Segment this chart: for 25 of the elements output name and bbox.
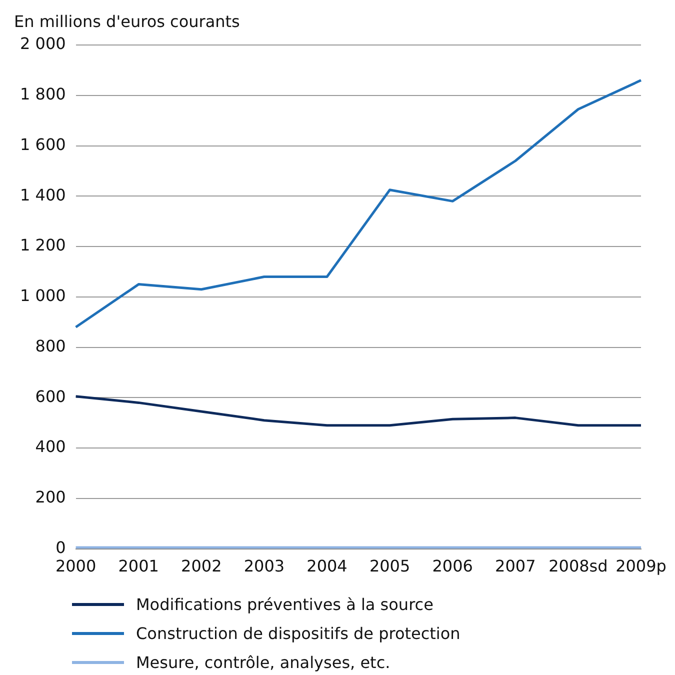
x-tick-label: 2002 — [181, 556, 222, 576]
x-tick-label: 2006 — [432, 556, 473, 576]
y-tick-label: 200 — [35, 488, 66, 507]
legend-label: Modifications préventives à la source — [136, 595, 434, 614]
x-tick-label: 2003 — [244, 556, 285, 576]
y-tick-label: 1 000 — [20, 286, 66, 306]
x-tick-label: 2007 — [495, 556, 536, 576]
y-axis-title: En millions d'euros courants — [14, 12, 240, 31]
y-tick-label: 2 000 — [20, 34, 66, 54]
x-tick-label: 2005 — [369, 556, 410, 576]
y-tick-label: 800 — [35, 336, 66, 356]
x-tick-label: 2004 — [306, 556, 348, 576]
x-tick-label: 2000 — [55, 556, 96, 576]
y-tick-label: 1 800 — [20, 84, 66, 104]
legend-label: Mesure, contrôle, analyses, etc. — [136, 653, 390, 672]
y-tick-label: 400 — [35, 437, 66, 456]
y-tick-label: 1 600 — [20, 134, 66, 154]
y-tick-label: 1 200 — [20, 236, 66, 255]
y-tick-label: 600 — [35, 386, 66, 406]
y-tick-label: 0 — [56, 538, 66, 557]
y-tick-label: 1 400 — [20, 185, 66, 204]
legend-label: Construction de dispositifs de protection — [136, 624, 460, 643]
x-tick-label: 2009p — [616, 556, 666, 576]
x-tick-label: 2001 — [118, 556, 159, 576]
x-tick-label: 2008sd — [548, 556, 608, 576]
